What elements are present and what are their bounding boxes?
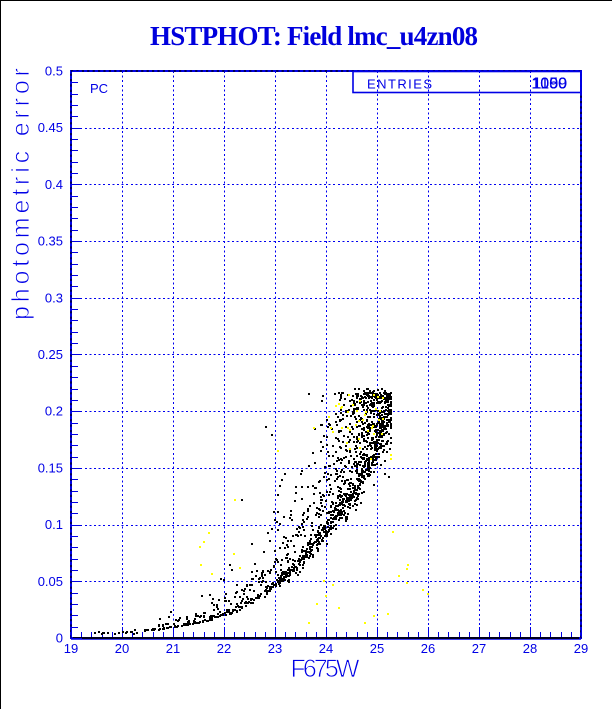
svg-text:0.15: 0.15	[38, 460, 63, 475]
svg-text:0.3: 0.3	[45, 290, 63, 305]
svg-text:0: 0	[56, 631, 63, 646]
svg-text:27: 27	[472, 641, 486, 656]
svg-text:1090: 1090	[531, 76, 567, 93]
svg-text:0.25: 0.25	[38, 347, 63, 362]
svg-text:0.4: 0.4	[45, 177, 63, 192]
svg-text:29: 29	[574, 641, 588, 656]
svg-text:ENTRIES: ENTRIES	[367, 77, 432, 92]
svg-text:0.1: 0.1	[45, 517, 63, 532]
svg-text:0.45: 0.45	[38, 120, 63, 135]
svg-text:0.5: 0.5	[45, 64, 63, 79]
svg-text:0.35: 0.35	[38, 234, 63, 249]
svg-text:1109: 1109	[533, 76, 568, 93]
svg-text:21: 21	[166, 641, 180, 656]
svg-text:photometric error: photometric error	[7, 68, 35, 320]
svg-text:28: 28	[523, 641, 537, 656]
svg-text:24: 24	[319, 641, 333, 656]
svg-text:22: 22	[217, 641, 231, 656]
svg-text:0.05: 0.05	[38, 574, 63, 589]
svg-text:PC: PC	[90, 81, 108, 96]
svg-text:26: 26	[421, 641, 435, 656]
svg-text:25: 25	[370, 641, 384, 656]
svg-text:19: 19	[64, 641, 78, 656]
svg-text:0.2: 0.2	[45, 404, 63, 419]
svg-text:F675W: F675W	[291, 655, 360, 683]
svg-text:23: 23	[268, 641, 282, 656]
svg-text:20: 20	[115, 641, 129, 656]
svg-text:1050: 1050	[531, 76, 567, 93]
svg-text:HSTPHOT: Field lmc_u4zn08: HSTPHOT: Field lmc_u4zn08	[150, 21, 478, 51]
